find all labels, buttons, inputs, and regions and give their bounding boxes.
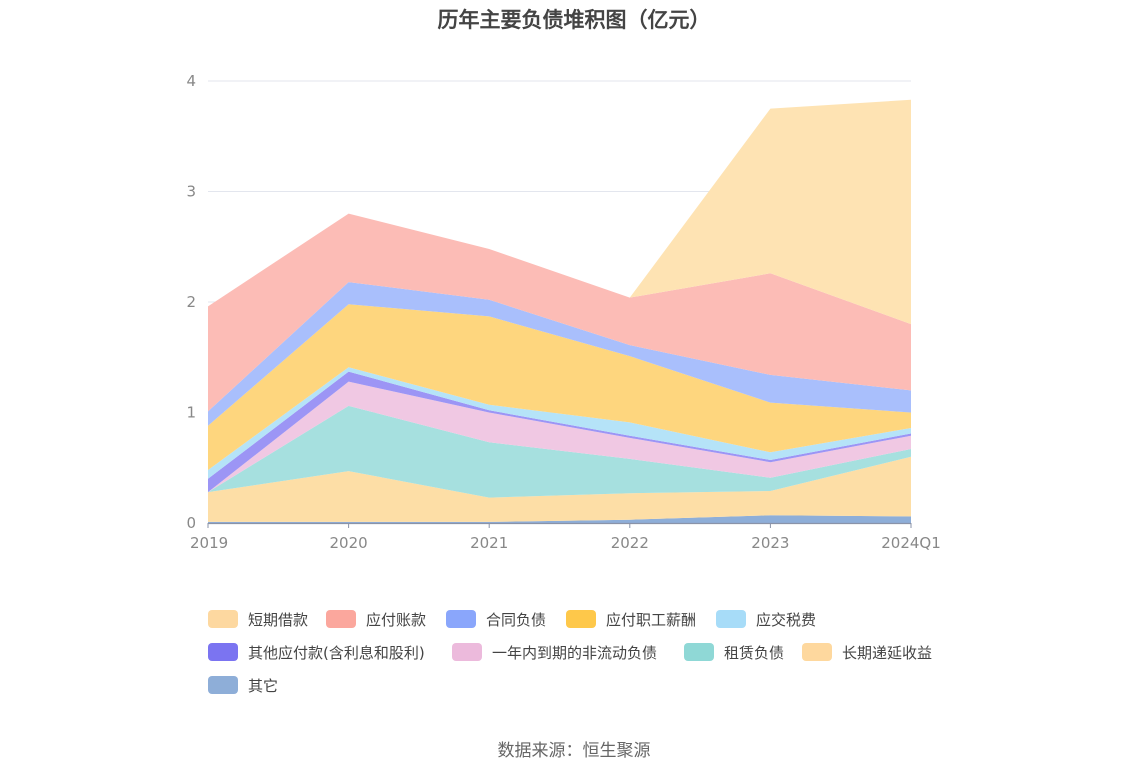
legend-swatch <box>566 610 596 628</box>
legend-item[interactable]: 应付职工薪酬 <box>566 606 696 632</box>
area-series-2 <box>208 405 911 498</box>
y-tick-label: 4 <box>186 72 196 90</box>
legend-label: 其他应付款(含利息和股利) <box>248 643 425 662</box>
y-tick-label: 2 <box>186 293 196 311</box>
x-tick-label: 2021 <box>470 534 508 552</box>
source-note: 数据来源：恒生聚源 <box>497 741 651 761</box>
y-tick-label: 1 <box>186 404 196 422</box>
legend-swatch <box>716 610 746 628</box>
x-tick-label: 2020 <box>330 534 368 552</box>
area-series-6 <box>208 304 911 470</box>
legend-swatch <box>802 643 832 661</box>
area-series-7 <box>208 282 911 426</box>
legend-item[interactable]: 一年内到期的非流动负债 <box>452 639 657 665</box>
legend-label: 应付职工薪酬 <box>606 610 697 629</box>
area-series-9 <box>208 99 911 325</box>
legend-item[interactable]: 应付账款 <box>326 606 426 632</box>
legend-label: 应交税费 <box>756 610 817 629</box>
legend-item[interactable]: 其他应付款(含利息和股利) <box>208 639 425 665</box>
x-tick-label: 2023 <box>751 534 789 552</box>
area-series-8 <box>208 213 911 412</box>
legend-swatch <box>446 610 476 628</box>
area-series <box>208 99 911 523</box>
legend-swatch <box>208 610 238 628</box>
y-tick-label: 0 <box>186 514 196 532</box>
legend-label: 合同负债 <box>486 610 547 629</box>
stacked-area-chart: 0 1 2 3 4 2019 2020 2021 2022 2023 2024Q1 <box>186 72 940 552</box>
axes: 0 1 2 3 4 2019 2020 2021 2022 2023 2024Q1 <box>186 72 940 552</box>
area-series-0 <box>208 515 911 523</box>
area-series-5 <box>208 367 911 479</box>
legend-label: 租赁负债 <box>724 643 785 662</box>
legend-item[interactable]: 长期递延收益 <box>802 639 932 665</box>
legend-swatch <box>684 643 714 661</box>
x-tick-label: 2022 <box>611 534 649 552</box>
y-tick-label: 3 <box>186 183 196 201</box>
area-series-3 <box>208 381 911 493</box>
legend-label: 短期借款 <box>248 610 309 629</box>
legend-swatch <box>208 643 238 661</box>
x-tick-label: 2019 <box>190 534 228 552</box>
legend-item[interactable]: 短期借款 <box>208 606 308 632</box>
legend-label: 长期递延收益 <box>842 643 933 662</box>
legend-label: 一年内到期的非流动负债 <box>492 643 658 662</box>
legend-item[interactable]: 租赁负债 <box>684 639 784 665</box>
legend-swatch <box>208 676 238 694</box>
legend-label: 应付账款 <box>366 610 427 629</box>
legend-item[interactable]: 合同负债 <box>446 606 546 632</box>
legend-swatch <box>452 643 482 661</box>
x-tick-label: 2024Q1 <box>881 534 941 552</box>
legend-label: 其它 <box>248 676 279 695</box>
legend-item[interactable]: 应交税费 <box>716 606 816 632</box>
area-series-1 <box>208 456 911 522</box>
chart-title: 历年主要负债堆积图（亿元） <box>437 8 711 32</box>
legend-swatch <box>326 610 356 628</box>
legend-item[interactable]: 其它 <box>208 672 278 698</box>
